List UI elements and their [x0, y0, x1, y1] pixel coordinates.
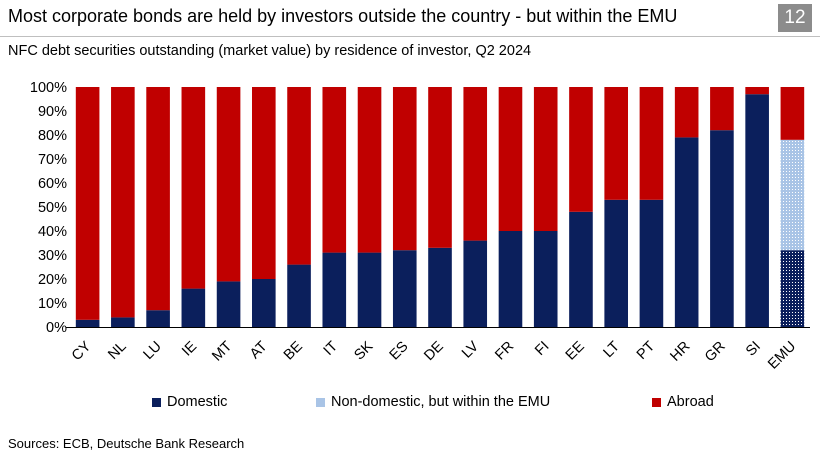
x-tick-label: LU	[140, 339, 164, 363]
x-tick-label: LT	[600, 338, 623, 361]
bar-lu-domestic	[146, 310, 170, 327]
chart-number-badge: 12	[778, 4, 812, 32]
bar-sk-abroad	[357, 87, 382, 253]
bar-lv-domestic	[463, 240, 488, 327]
bar-it-abroad	[322, 87, 347, 253]
bar-mt-abroad	[216, 87, 241, 282]
x-tick-label: FI	[532, 339, 552, 359]
x-tick-label: BE	[281, 338, 306, 363]
legend-item-domestic: Domestic	[152, 394, 227, 410]
y-tick-label: 10%	[38, 296, 67, 312]
x-tick-label: LV	[459, 338, 482, 361]
bar-lu-abroad	[146, 87, 170, 311]
title-divider	[0, 36, 820, 37]
bar-de-abroad	[428, 87, 452, 248]
y-tick-label: 80%	[38, 128, 67, 144]
x-tick-label: GR	[702, 339, 729, 366]
x-tick-label: DE	[421, 338, 447, 364]
bar-lv-abroad	[463, 87, 488, 241]
bar-ee-abroad	[569, 87, 593, 212]
bar-fr-abroad	[498, 87, 523, 231]
legend-swatch-abroad	[652, 397, 661, 407]
x-tick-label: EE	[563, 338, 588, 363]
chart-subtitle: NFC debt securities outstanding (market …	[8, 43, 532, 59]
bar-emu-abroad	[780, 87, 805, 140]
bar-it-domestic	[322, 252, 347, 327]
bar-fi-domestic	[533, 231, 558, 327]
bar-es-abroad	[392, 87, 417, 251]
bar-mt-domestic	[216, 281, 241, 327]
bar-gr-domestic	[710, 130, 734, 327]
chart-title: Most corporate bonds are held by investo…	[8, 6, 678, 26]
bar-pt-domestic	[639, 199, 664, 327]
x-tick-label: AT	[247, 338, 271, 362]
bar-cy-domestic	[75, 319, 100, 327]
y-tick-label: 90%	[38, 104, 67, 120]
bar-emu-non-domestic-but-within-the-emu	[780, 139, 805, 251]
y-tick-label: 60%	[38, 176, 67, 192]
x-tick-label: PT	[634, 338, 659, 363]
bar-fi-abroad	[533, 87, 558, 231]
bar-es-domestic	[392, 250, 417, 327]
legend-label-non-domestic-emu: Non-domestic, but within the EMU	[331, 394, 551, 410]
x-tick-label: ES	[387, 339, 412, 364]
bar-de-domestic	[428, 247, 452, 327]
bar-nl-abroad	[111, 87, 135, 318]
bar-ie-domestic	[181, 288, 206, 327]
bar-lt-abroad	[604, 87, 628, 200]
bar-at-domestic	[252, 279, 276, 327]
legend-label-domestic: Domestic	[167, 394, 228, 410]
x-tick-label: SK	[351, 338, 376, 363]
bar-be-domestic	[287, 264, 311, 327]
legend-item-abroad: Abroad	[652, 394, 714, 410]
y-tick-label: 100%	[30, 80, 67, 96]
y-tick-label: 0%	[46, 320, 67, 336]
bar-hr-domestic	[674, 137, 699, 327]
legend-label-abroad: Abroad	[667, 394, 714, 410]
bar-emu-domestic	[780, 250, 805, 327]
bar-si-abroad	[745, 87, 769, 95]
bar-fr-domestic	[498, 231, 523, 327]
legend-swatch-non-domestic-emu	[316, 397, 325, 407]
x-tick-label: HR	[667, 339, 693, 365]
bar-si-domestic	[745, 94, 769, 327]
bar-ie-abroad	[181, 87, 206, 289]
x-tick-label: FR	[492, 339, 517, 364]
bar-lt-domestic	[604, 199, 628, 327]
bar-at-abroad	[252, 87, 276, 279]
y-tick-label: 20%	[38, 272, 67, 288]
bar-ee-domestic	[569, 211, 593, 327]
y-tick-label: 40%	[38, 224, 67, 240]
legend-item-non-domestic-emu: Non-domestic, but within the EMU	[316, 394, 550, 410]
bar-pt-abroad	[639, 87, 664, 200]
x-tick-label: NL	[105, 339, 129, 363]
bar-sk-domestic	[357, 252, 382, 327]
x-tick-label: IE	[179, 338, 200, 359]
y-tick-label: 50%	[38, 200, 67, 216]
x-tick-label: IT	[321, 338, 342, 359]
bar-cy-abroad	[75, 87, 100, 320]
legend-swatch-domestic	[152, 397, 161, 407]
y-tick-label: 30%	[38, 248, 67, 264]
bar-gr-abroad	[710, 87, 734, 131]
y-tick-label: 70%	[38, 152, 67, 168]
x-tick-label: SI	[743, 339, 764, 360]
x-tick-label: MT	[209, 338, 235, 364]
x-tick-label: CY	[69, 338, 95, 364]
bar-be-abroad	[287, 87, 311, 265]
bar-nl-domestic	[111, 317, 135, 327]
x-tick-label: EMU	[765, 339, 799, 373]
source-note: Sources: ECB, Deutsche Bank Research	[8, 436, 245, 451]
bar-hr-abroad	[674, 87, 699, 138]
